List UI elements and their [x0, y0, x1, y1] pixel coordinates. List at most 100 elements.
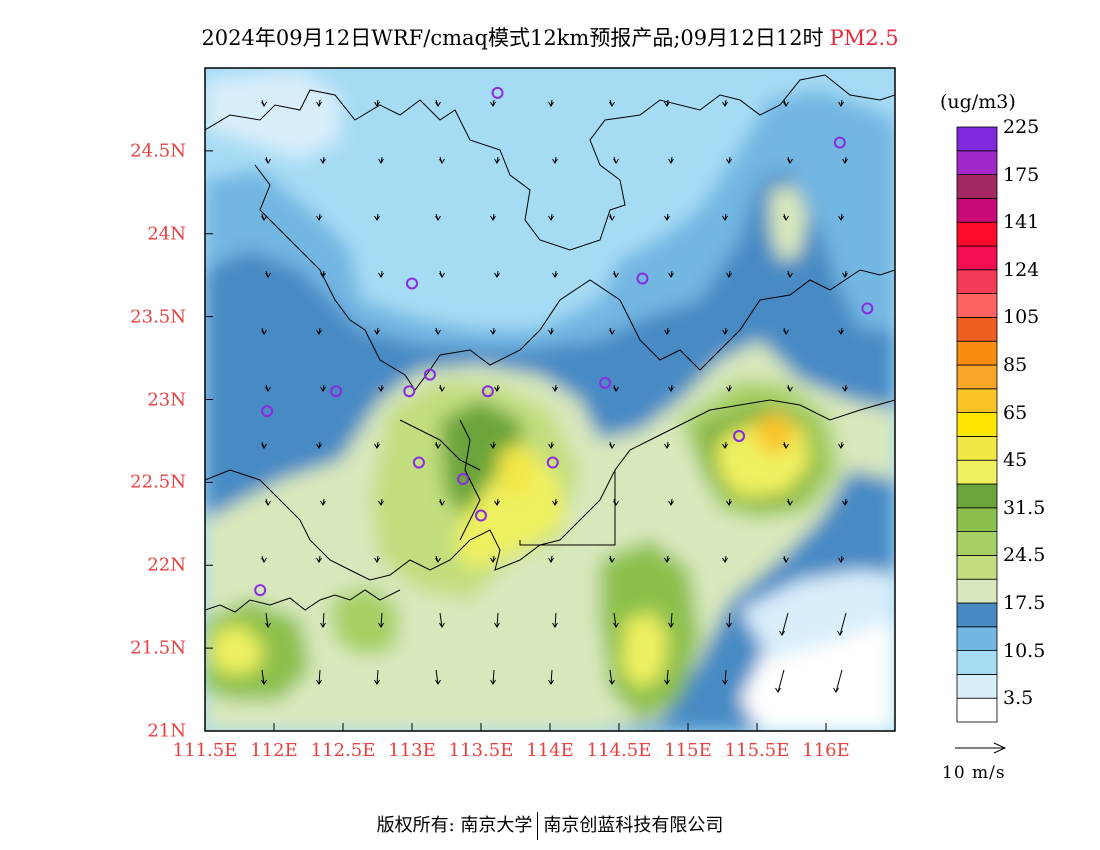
lat-label: 24N: [147, 223, 186, 245]
wind-vector-icon: [265, 156, 271, 164]
colorbar-segment: [956, 174, 998, 199]
wind-vector-icon: [837, 612, 847, 636]
wind-vector-icon: [838, 99, 844, 107]
wind-vector-icon: [435, 669, 441, 685]
wind-vector-icon: [265, 270, 271, 278]
wind-vector-icon: [548, 669, 554, 685]
wind-vector-icon: [787, 270, 793, 278]
colorbar-segment: [956, 697, 998, 723]
wind-vector-icon: [265, 384, 271, 392]
wind-vector-icon: [726, 498, 732, 506]
wind-vector-icon: [548, 213, 554, 221]
wind-vector-icon: [842, 270, 848, 278]
footer-left: 版权所有: 南京大学: [376, 815, 533, 836]
wind-vector-icon: [842, 384, 848, 392]
wind-vector-icon: [261, 441, 267, 449]
colorbar-segment: [956, 459, 998, 485]
wind-vector-icon: [552, 612, 558, 628]
field-level-65-c: [622, 612, 668, 690]
monitoring-station-layer: [254, 86, 874, 597]
wind-vector-icon: [494, 612, 500, 628]
wind-vector-layer: [261, 99, 848, 693]
lat-label: 22.5N: [130, 471, 186, 493]
colorbar-label: 225: [1003, 116, 1040, 138]
wind-vector-icon: [320, 612, 326, 628]
monitoring-station-marker: [599, 376, 612, 389]
monitoring-station-marker: [261, 405, 274, 418]
wind-vector-icon: [722, 441, 728, 449]
lon-label: 113.5E: [448, 740, 514, 761]
wind-vector-icon: [664, 669, 670, 685]
colorbar-segment: [956, 245, 998, 271]
monitoring-station-marker: [423, 368, 436, 381]
colorbar-label: 65: [1003, 401, 1028, 424]
wind-vector-icon: [664, 213, 670, 221]
wind-vector-icon: [490, 441, 496, 449]
colorbar-segment: [956, 150, 998, 176]
colorbar-label: 45: [1003, 449, 1028, 472]
wind-vector-icon: [842, 498, 848, 506]
wind-vector-icon: [435, 555, 441, 563]
wind-vector-icon: [490, 99, 496, 107]
wind-vector-icon: [722, 213, 728, 221]
wind-vector-icon: [320, 156, 326, 164]
wind-vector-icon: [609, 555, 615, 563]
wind-vector-icon: [726, 612, 732, 628]
field-level-24-north: [770, 185, 808, 262]
colorbar-label: 17.5: [1003, 592, 1046, 614]
wind-vector-icon: [490, 555, 496, 563]
wind-vector-icon: [316, 213, 322, 221]
wind-vector-icon: [664, 441, 670, 449]
wind-vector-icon: [726, 270, 732, 278]
wind-vector-icon: [378, 384, 384, 392]
wind-vector-icon: [265, 498, 271, 506]
colorbar-label: 3.5: [1003, 687, 1034, 710]
wind-vector-icon: [552, 384, 558, 392]
wind-vector-icon: [722, 99, 728, 107]
wind-vector-icon: [609, 213, 615, 221]
colorbar-segment: [956, 364, 998, 390]
lon-label: 112.5E: [310, 740, 376, 761]
wind-vector-icon: [494, 156, 500, 164]
wind-vector-icon: [320, 498, 326, 506]
wind-vector-icon: [548, 441, 554, 449]
lat-label: 21.5N: [130, 637, 186, 659]
colorbar-segment: [956, 126, 998, 152]
wind-vector-icon: [609, 669, 615, 685]
wind-vector-icon: [783, 555, 789, 563]
lat-label: 24.5N: [130, 140, 186, 162]
lon-label: 115.5E: [724, 740, 790, 761]
colorbar-label: 175: [1003, 163, 1040, 186]
wind-vector-icon: [490, 327, 496, 335]
colorbar-segment: [956, 626, 998, 651]
lon-label: 114E: [526, 740, 574, 761]
wind-vector-icon: [726, 156, 732, 164]
lon-label: 116E: [802, 740, 850, 761]
wind-vector-icon: [548, 99, 554, 107]
wind-vector-icon: [490, 669, 496, 685]
colorbar-segment: [956, 269, 998, 294]
wind-vector-icon: [783, 99, 789, 107]
wind-vector-icon: [838, 327, 844, 335]
lon-ticks: [204, 723, 827, 731]
wind-vector-icon: [261, 213, 267, 221]
wind-vector-icon: [378, 612, 384, 628]
wind-vector-icon: [838, 555, 844, 563]
wind-vector-icon: [783, 441, 789, 449]
wind-vector-icon: [548, 555, 554, 563]
wind-vector-icon: [439, 612, 445, 628]
wind-vector-icon: [548, 327, 554, 335]
field-level-3-north: [205, 70, 340, 160]
monitoring-station-marker: [491, 86, 504, 99]
monitoring-station-marker: [733, 429, 746, 442]
footer-divider: [537, 812, 539, 840]
colorbar-unit: (ug/m3): [940, 91, 1016, 113]
wind-vector-icon: [833, 669, 843, 693]
field-level-3-southeast: [740, 570, 895, 660]
boundaries: [205, 74, 895, 613]
colorbar-label: 141: [1003, 211, 1040, 234]
wind-vector-icon: [722, 327, 728, 335]
wind-vector-icon: [374, 327, 380, 335]
colorbar-segment: [956, 221, 998, 247]
colorbar-segment: [956, 316, 998, 342]
